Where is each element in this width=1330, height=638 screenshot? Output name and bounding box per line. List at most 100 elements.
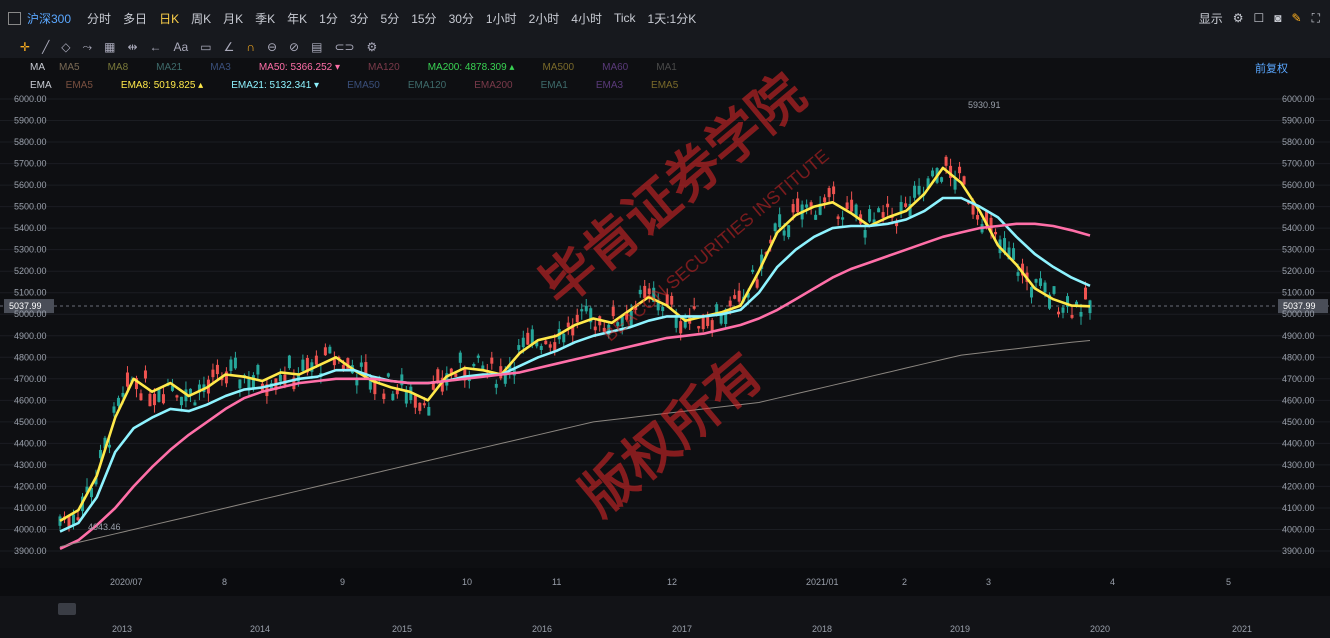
candle-body	[1066, 296, 1070, 307]
tab-timeframe-13[interactable]: 2小时	[528, 11, 560, 26]
tab-timeframe-1[interactable]: 多日	[123, 11, 148, 26]
hide-icon[interactable]: ⊘	[289, 40, 300, 54]
candle-body	[863, 230, 867, 238]
line-tool-icon[interactable]: ╱	[42, 40, 50, 54]
current-price-tag	[4, 299, 54, 314]
tab-timeframe-10[interactable]: 15分	[411, 11, 437, 26]
candle-body	[593, 326, 597, 331]
candle-body	[625, 312, 629, 320]
candle-body	[976, 215, 980, 220]
candle-body	[620, 316, 624, 327]
price-adjust-toggle[interactable]: 前复权	[1255, 63, 1288, 75]
tab-timeframe-7[interactable]: 1分	[319, 11, 338, 26]
y-tick-label: 6000.00	[14, 94, 47, 104]
ema-legend-item[interactable]: EMA200	[474, 79, 513, 91]
overview-navigator[interactable]	[0, 596, 1330, 638]
tab-timeframe-5[interactable]: 季K	[255, 11, 276, 26]
candle-body	[233, 357, 237, 369]
pencil-icon[interactable]: ✎	[1291, 11, 1302, 25]
ema-legend-item[interactable]: EMA120	[407, 79, 447, 91]
camera-icon[interactable]: ◙	[1274, 11, 1282, 25]
candle-body	[152, 393, 156, 406]
tab-timeframe-11[interactable]: 30分	[448, 11, 474, 26]
trash-icon[interactable]: ▤	[311, 40, 323, 54]
measure-tool-icon[interactable]: ⇹	[127, 40, 138, 54]
symbol-selector[interactable]: 沪深300	[27, 11, 72, 26]
candle-body	[103, 437, 107, 449]
angle-icon[interactable]: ∠	[223, 40, 235, 54]
crosshair-icon[interactable]: ✛	[20, 40, 31, 54]
y-tick-label: 5200.00	[1282, 266, 1315, 276]
candle-body	[161, 394, 165, 404]
candle-body	[386, 373, 390, 377]
tab-timeframe-12[interactable]: 1小时	[485, 11, 517, 26]
tab-timeframe-4[interactable]: 月K	[223, 11, 244, 26]
ma-legend-item[interactable]: MA60	[602, 61, 629, 73]
pattern-tool-icon[interactable]: ▦	[104, 40, 116, 54]
candle-body	[697, 326, 701, 329]
overview-year-label: 2021	[1232, 624, 1252, 634]
ma-legend-item[interactable]: MA8	[107, 61, 129, 73]
shape-tool-icon[interactable]: ◇	[61, 40, 71, 54]
series-line-ma200	[59, 340, 1091, 548]
ema-legend-item[interactable]: EMA3	[595, 79, 624, 91]
tab-timeframe-8[interactable]: 3分	[349, 11, 369, 26]
ma-legend-item[interactable]: MA1	[656, 61, 677, 73]
ma-legend-label[interactable]: MA	[30, 61, 45, 73]
tab-timeframe-16[interactable]: 1天:1分K	[647, 11, 697, 26]
y-tick-label: 3900.00	[14, 546, 47, 556]
tab-timeframe-3[interactable]: 周K	[191, 11, 212, 26]
y-tick-label: 4200.00	[14, 481, 47, 491]
candle-body	[908, 203, 912, 217]
ma-legend-item[interactable]: MA50: 5366.252 ▾	[258, 61, 340, 73]
window-icon[interactable]	[8, 11, 21, 25]
overview-year-label: 2018	[812, 624, 832, 634]
overview-handle-icon[interactable]	[58, 603, 76, 615]
tab-timeframe-9[interactable]: 5分	[380, 11, 400, 26]
note-icon[interactable]: ▭	[200, 40, 212, 54]
magnet-icon[interactable]: ∩	[246, 40, 255, 54]
candle-body	[755, 279, 759, 288]
settings-icon[interactable]: ⚙	[366, 40, 378, 54]
tab-timeframe-2[interactable]: 日K	[159, 11, 180, 26]
fullscreen-icon[interactable]: ⛶	[1311, 10, 1320, 25]
font-tool[interactable]: Aa	[173, 40, 189, 54]
ma-legend-item[interactable]: MA120	[368, 61, 400, 73]
ema-legend-item[interactable]: EMA5	[65, 79, 93, 91]
ma-legend-item[interactable]: MA3	[210, 61, 231, 73]
candle-body	[710, 320, 714, 333]
display-menu[interactable]: 显示	[1198, 11, 1223, 26]
link-icon[interactable]: ⊂⊃	[334, 40, 355, 54]
tab-timeframe-6[interactable]: 年K	[287, 11, 308, 26]
layout-icon[interactable]: ☐	[1253, 11, 1265, 25]
ma-legend-item[interactable]: MA5	[59, 61, 80, 73]
candle-body	[701, 314, 705, 330]
candle-body	[931, 170, 935, 177]
tab-timeframe-14[interactable]: 4小时	[571, 11, 602, 26]
ma-legend-item[interactable]: MA500	[542, 61, 575, 73]
candle-body	[692, 306, 696, 309]
candle-body	[719, 313, 723, 324]
arrow-tool-icon[interactable]: ←	[149, 40, 162, 54]
x-tick-label: 2021/01	[806, 577, 839, 587]
ema-legend-item[interactable]: EMA5	[651, 79, 679, 91]
candle-body	[872, 219, 876, 223]
ema-legend-item[interactable]: EMA50	[347, 79, 380, 91]
ema-legend-item[interactable]: EMA21: 5132.341 ▾	[231, 79, 320, 91]
tab-timeframe-15[interactable]: Tick	[613, 11, 636, 25]
candle-body	[1012, 248, 1016, 260]
candle-body	[431, 382, 435, 390]
ma-legend-item[interactable]: MA200: 4878.309 ▴	[427, 61, 515, 73]
candle-body	[481, 365, 485, 370]
ema-legend-label[interactable]: EMA	[30, 79, 52, 91]
gear-icon[interactable]: ⚙	[1232, 11, 1244, 25]
ema-legend-item[interactable]: EMA8: 5019.825 ▴	[120, 79, 204, 91]
ema-legend-item[interactable]: EMA1	[540, 79, 568, 91]
lock-icon[interactable]: ⊖	[266, 40, 278, 54]
ma-legend-item[interactable]: MA21	[156, 61, 183, 73]
tab-timeframe-0[interactable]: 分时	[87, 11, 112, 26]
path-tool-icon[interactable]: ⤳	[82, 39, 93, 54]
y-tick-label: 3900.00	[1282, 546, 1315, 556]
candle-body	[404, 391, 408, 404]
